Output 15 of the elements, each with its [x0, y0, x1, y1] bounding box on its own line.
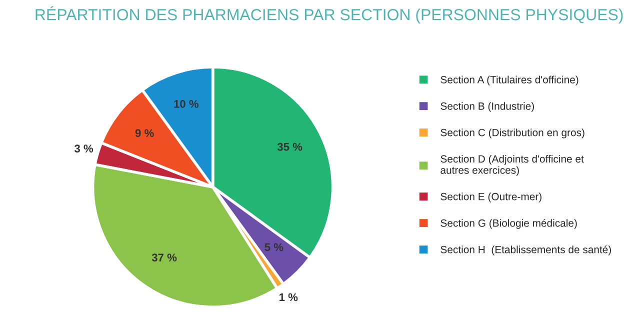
legend-label: Section B (Industrie) — [440, 102, 534, 112]
legend-label: Section C (Distribution en gros) — [440, 128, 584, 138]
legend-label: Section A (Titulaires d'officine) — [440, 76, 578, 86]
data-label: 37 % — [152, 254, 177, 262]
legend-label: Section G (Biologie médicale) — [440, 219, 577, 229]
data-label: 1 % — [280, 293, 298, 302]
legend-label: Section H (Etablissements de santé) — [440, 245, 611, 256]
data-label: 35 % — [277, 142, 302, 151]
data-label: 5 % — [264, 243, 284, 252]
chart-title: RÉPARTITION DES PHARMACIENS PAR SECTION (PERSONNES PHYSIQUES) — [36, 6, 623, 24]
legend-label: Section E (Outre-mer) — [440, 192, 542, 202]
data-label: 9 % — [135, 129, 154, 138]
data-label: 10 % — [174, 100, 199, 108]
data-label: 3 % — [74, 144, 94, 153]
legend-label: Section D (Adjoints d'officine et autres exercices) — [440, 154, 584, 176]
